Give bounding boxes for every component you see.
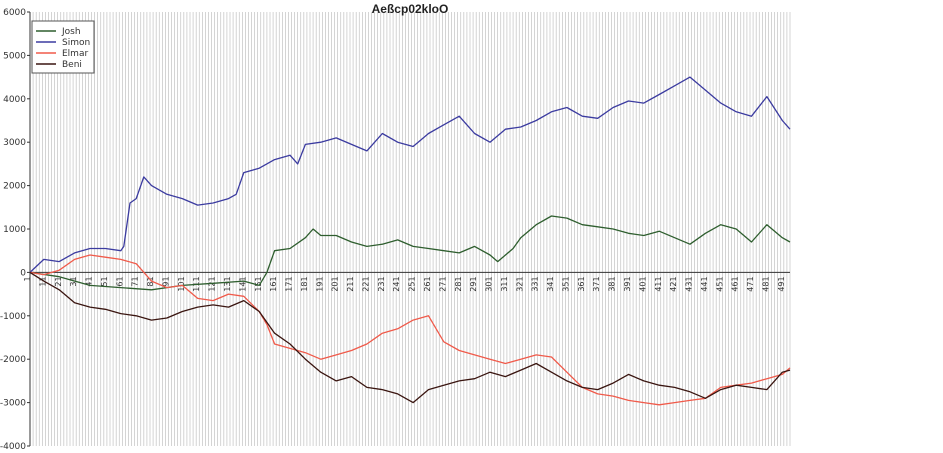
x-tick-label: 101 — [177, 276, 186, 291]
x-tick-label: 181 — [300, 276, 309, 291]
y-tick-label: -1000 — [0, 312, 26, 322]
x-tick-label: 11 — [38, 276, 47, 286]
y-axis-ticks: -4000 -3000 -2000 -1000 0 1000 2000 3000 4000 500… — [0, 8, 30, 452]
x-tick-label: 491 — [777, 276, 786, 291]
x-tick-label: 51 — [100, 276, 109, 286]
x-tick-label: 141 — [238, 276, 247, 291]
x-tick-label: 171 — [285, 276, 294, 291]
x-tick-label: 61 — [115, 276, 124, 286]
y-tick-label: 1000 — [3, 225, 26, 235]
x-tick-label: 21 — [54, 276, 63, 286]
y-tick-label: 0 — [20, 268, 26, 278]
y-tick-label: -2000 — [0, 355, 26, 365]
x-tick-label: 121 — [208, 276, 217, 291]
series-line-josh — [29, 215, 791, 291]
series-line-simon — [29, 76, 791, 273]
x-tick-label: 411 — [654, 276, 663, 291]
x-tick-label: 271 — [438, 276, 447, 291]
x-tick-label: 71 — [131, 276, 140, 286]
x-tick-label: 441 — [700, 276, 709, 291]
x-tick-label: 481 — [761, 276, 770, 291]
y-tick-label: -3000 — [0, 399, 26, 409]
series-line-elmar — [29, 254, 791, 406]
x-tick-label: 311 — [500, 276, 509, 291]
series-line-beni — [29, 271, 791, 404]
y-tick-label: 3000 — [3, 138, 26, 148]
legend-entry: Elmar — [62, 49, 88, 59]
x-tick-label: 301 — [485, 276, 494, 291]
x-tick-label: 31 — [69, 276, 78, 286]
x-tick-label: 451 — [715, 276, 724, 291]
x-tick-label: 261 — [423, 276, 432, 291]
x-tick-label: 201 — [331, 276, 340, 291]
x-tick-label: 191 — [315, 276, 324, 291]
x-tick-label: 211 — [346, 276, 355, 291]
y-tick-label: 4000 — [3, 95, 26, 105]
y-tick-label: 5000 — [3, 51, 26, 61]
x-tick-label: 221 — [361, 276, 370, 291]
legend-entry: Josh — [61, 27, 81, 37]
x-tick-label: 41 — [85, 276, 94, 286]
legend-entry: Simon — [62, 38, 90, 48]
x-tick-label: 1 — [23, 276, 32, 281]
x-axis-ticks: 1 11 21 31 41 51 61 71 81 91 101 111 121 131 141 151 161… — [23, 276, 786, 291]
grid-lines — [29, 12, 791, 446]
x-tick-label: 401 — [638, 276, 647, 291]
x-tick-label: 281 — [454, 276, 463, 291]
x-tick-label: 131 — [223, 276, 232, 291]
x-tick-label: 251 — [408, 276, 417, 291]
x-tick-label: 431 — [685, 276, 694, 291]
y-tick-label: 2000 — [3, 182, 26, 192]
chart-title: Aeßcp02kloO — [372, 2, 449, 16]
x-tick-label: 321 — [515, 276, 524, 291]
x-tick-label: 331 — [531, 276, 540, 291]
x-tick-label: 81 — [146, 276, 155, 286]
x-tick-label: 371 — [592, 276, 601, 291]
x-tick-label: 91 — [161, 276, 170, 286]
x-tick-label: 471 — [746, 276, 755, 291]
series-lines — [29, 76, 791, 406]
x-tick-label: 421 — [669, 276, 678, 291]
x-tick-label: 341 — [546, 276, 555, 291]
x-tick-label: 161 — [269, 276, 278, 291]
x-tick-label: 461 — [731, 276, 740, 291]
x-tick-label: 291 — [469, 276, 478, 291]
x-tick-label: 351 — [561, 276, 570, 291]
legend-entry: Beni — [62, 60, 82, 70]
x-tick-label: 241 — [392, 276, 401, 291]
x-tick-label: 361 — [577, 276, 586, 291]
y-tick-label: -4000 — [0, 442, 26, 452]
y-tick-label: 6000 — [3, 8, 26, 18]
x-tick-label: 391 — [623, 276, 632, 291]
x-tick-label: 381 — [608, 276, 617, 291]
x-tick-label: 231 — [377, 276, 386, 291]
x-tick-label: 151 — [254, 276, 263, 291]
